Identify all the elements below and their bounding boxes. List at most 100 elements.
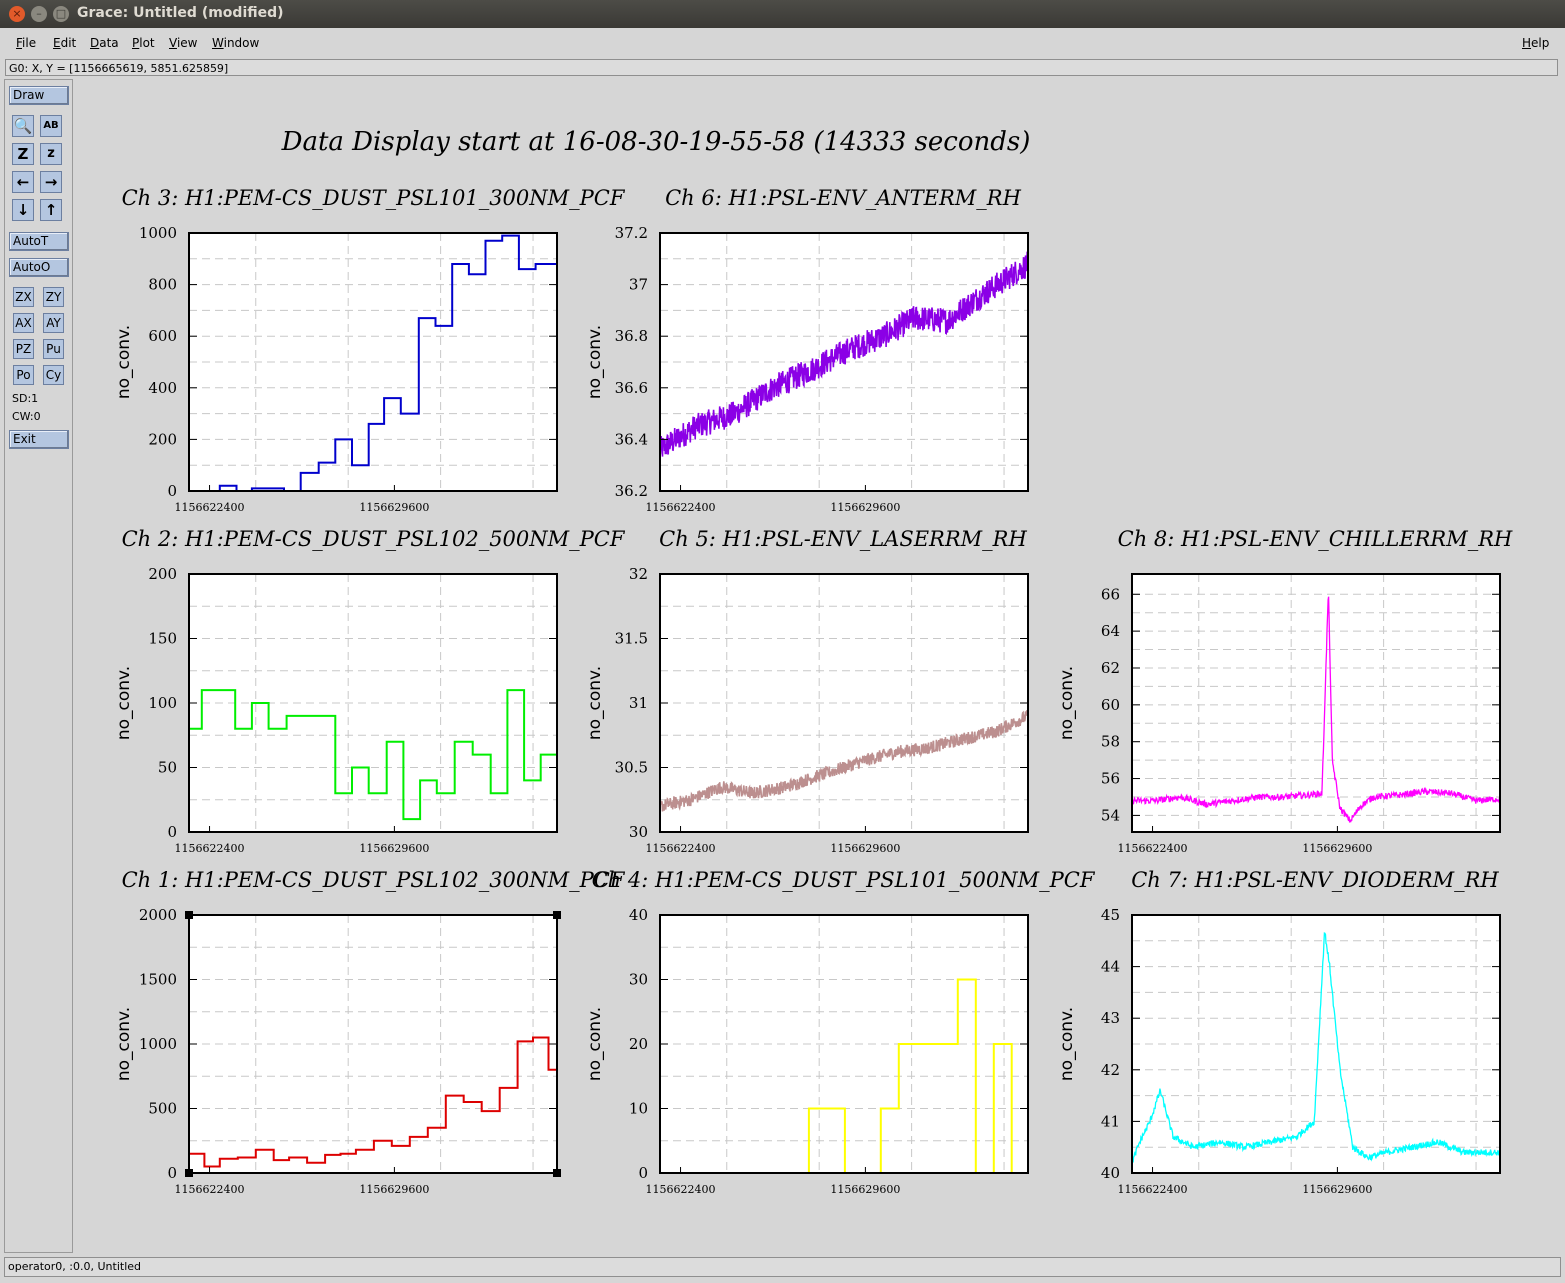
zy-button[interactable]: ZY	[43, 287, 64, 307]
ch4-xtick-label: 1156629600	[830, 1183, 900, 1196]
ch8-xtick-label: 1156629600	[1302, 842, 1372, 855]
ch5-xtick-label: 1156622400	[646, 842, 716, 855]
ch4-ytick-label: 30	[629, 971, 648, 989]
ch8-series-line	[1131, 596, 1501, 823]
ch8-ytick-label: 58	[1101, 733, 1120, 751]
ch5-ylabel: no_conv.	[585, 666, 605, 740]
ch7-ytick-label: 45	[1101, 906, 1120, 924]
zx-button[interactable]: ZX	[13, 287, 34, 307]
po-button[interactable]: Po	[13, 365, 34, 385]
window-title: Grace: Untitled (modified)	[77, 5, 284, 21]
plot-canvas[interactable]: Data Display start at 16-08-30-19-55-58 …	[77, 80, 1561, 1254]
selection-handle	[185, 911, 193, 919]
ch8-ytick-label: 66	[1101, 585, 1120, 603]
arrow-left-icon[interactable]: ←	[12, 171, 34, 193]
menu-help[interactable]: Help	[1522, 36, 1550, 50]
zoom-in-button[interactable]: Z	[12, 143, 34, 165]
ch8-ytick-label: 64	[1101, 622, 1120, 640]
ch8-ytick-label: 54	[1101, 806, 1120, 824]
ch2-ytick-label: 200	[148, 565, 177, 583]
ch7-ytick-label: 44	[1101, 958, 1120, 976]
ch4-plot-title: Ch 4: H1:PEM-CS_DUST_PSL101_500NM_PCF	[592, 868, 1096, 892]
ch7-xtick-label: 1156622400	[1118, 1183, 1188, 1196]
ch5-ytick-label: 30.5	[615, 759, 648, 777]
ch5-ytick-label: 30	[629, 823, 648, 841]
minimize-icon[interactable]: –	[31, 6, 47, 22]
menu-data[interactable]: Data	[90, 36, 119, 50]
ch6-ytick-label: 37.2	[615, 224, 648, 242]
menu-edit[interactable]: Edit	[53, 36, 77, 50]
draw-button[interactable]: Draw	[9, 86, 69, 105]
ch2-ytick-label: 100	[148, 694, 177, 712]
arrow-right-icon[interactable]: →	[40, 171, 62, 193]
maximize-icon[interactable]: □	[53, 6, 69, 22]
ch3-ytick-label: 400	[148, 379, 177, 397]
ch6-xtick-label: 1156622400	[646, 501, 716, 514]
ch1-ytick-label: 2000	[139, 906, 177, 924]
pz-button[interactable]: PZ	[13, 339, 34, 359]
ch8-ytick-label: 60	[1101, 696, 1120, 714]
ch7-ytick-label: 41	[1101, 1112, 1120, 1130]
text-icon[interactable]: AB	[40, 115, 62, 137]
ch3-xtick-label: 1156629600	[359, 501, 429, 514]
ch8-ytick-label: 56	[1101, 770, 1120, 788]
ch5-ytick-label: 31	[629, 694, 648, 712]
ch4-ytick-label: 0	[638, 1164, 648, 1182]
menu-plot[interactable]: Plot	[132, 36, 155, 50]
ch7-frame	[1131, 914, 1501, 1174]
zoom-icon[interactable]: 🔍	[12, 115, 34, 137]
ch1-xtick-label: 1156629600	[359, 1183, 429, 1196]
ch4-ylabel: no_conv.	[585, 1007, 605, 1081]
ch3-ytick-label: 1000	[139, 224, 177, 242]
sd-label: SD:1	[12, 392, 39, 405]
ch8-xtick-label: 1156622400	[1118, 842, 1188, 855]
ch5-plot-title: Ch 5: H1:PSL-ENV_LASERRM_RH	[659, 527, 1027, 551]
cw-label: CW:0	[12, 410, 41, 423]
ch8-ytick-label: 62	[1101, 659, 1120, 677]
ch1-series-line	[189, 1005, 558, 1168]
ch2-ytick-label: 50	[158, 759, 177, 777]
menu-view[interactable]: View	[169, 36, 198, 50]
selection-handle	[553, 911, 561, 919]
menu-window[interactable]: Window	[212, 36, 260, 50]
ch8-frame	[1131, 573, 1501, 833]
ax-button[interactable]: AX	[13, 313, 34, 333]
ch7-xtick-label: 1156629600	[1302, 1183, 1372, 1196]
ch6-xtick-label: 1156629600	[830, 501, 900, 514]
ch4-series-line	[660, 978, 1029, 1174]
close-icon[interactable]: ×	[9, 6, 25, 22]
arrow-up-icon[interactable]: ↑	[40, 199, 62, 221]
ch4-ytick-label: 10	[629, 1100, 648, 1118]
ch3-plot-title: Ch 3: H1:PEM-CS_DUST_PSL101_300NM_PCF	[122, 186, 626, 210]
selection-handle	[185, 1169, 193, 1177]
ch3-ytick-label: 200	[148, 430, 177, 448]
ch2-xtick-label: 1156622400	[175, 842, 245, 855]
ch2-xtick-label: 1156629600	[359, 842, 429, 855]
exit-button[interactable]: Exit	[9, 430, 69, 449]
arrow-down-icon[interactable]: ↓	[12, 199, 34, 221]
ch5-series-line	[659, 710, 1029, 812]
ch1-ytick-label: 1500	[139, 971, 177, 989]
ch6-ytick-label: 36.6	[615, 379, 648, 397]
menu-bar: File Edit Data Plot View Window Help	[0, 28, 1565, 56]
cy-button[interactable]: Cy	[43, 365, 64, 385]
ch4-xtick-label: 1156622400	[646, 1183, 716, 1196]
menu-file[interactable]: File	[16, 36, 37, 50]
ch2-series-line	[189, 689, 558, 821]
ay-button[interactable]: AY	[43, 313, 64, 333]
ch1-plot-title: Ch 1: H1:PEM-CS_DUST_PSL102_300NM_PCF	[122, 868, 626, 892]
ch3-ytick-label: 600	[148, 327, 177, 345]
ch6-plot-title: Ch 6: H1:PSL-ENV_ANTERM_RH	[665, 186, 1022, 210]
locator-display: G0: X, Y = [1156665619, 5851.625859]	[5, 59, 1558, 76]
ch6-ytick-label: 36.8	[615, 327, 648, 345]
ch5-xtick-label: 1156629600	[830, 842, 900, 855]
autot-button[interactable]: AutoT	[9, 232, 69, 251]
zoom-out-button[interactable]: z	[40, 143, 62, 165]
ch1-xtick-label: 1156622400	[175, 1183, 245, 1196]
ch5-ytick-label: 31.5	[615, 630, 648, 648]
ch6-series-line	[659, 251, 1029, 457]
autoo-button[interactable]: AutoO	[9, 258, 69, 277]
ch3-xtick-label: 1156622400	[175, 501, 245, 514]
ch4-ytick-label: 20	[629, 1035, 648, 1053]
pu-button[interactable]: Pu	[43, 339, 64, 359]
